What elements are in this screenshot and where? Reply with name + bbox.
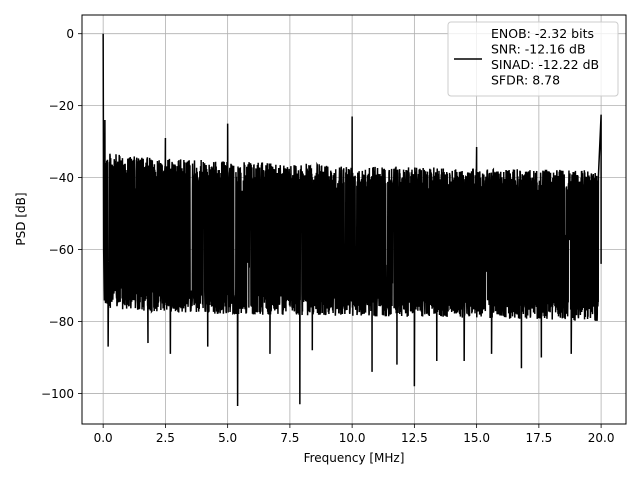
legend-line-enob: ENOB: -2.32 bits [491, 26, 594, 41]
y-tick-label: −60 [49, 243, 74, 257]
legend-line-snr: SNR: -12.16 dB [491, 42, 586, 57]
y-tick-label: −40 [49, 171, 74, 185]
x-tick-label: 10.0 [339, 431, 366, 445]
x-tick-label: 12.5 [401, 431, 428, 445]
x-tick-label: 15.0 [463, 431, 490, 445]
x-tick-label: 17.5 [526, 431, 553, 445]
plot-area-frame [81, 14, 627, 425]
x-axis-label: Frequency [MHz] [304, 451, 405, 465]
legend: ENOB: -2.32 bits SNR: -12.16 dB SINAD: -… [447, 21, 619, 97]
x-tick-label: 7.5 [280, 431, 299, 445]
psd-series-line [102, 33, 602, 407]
legend-line-sinad: SINAD: -12.22 dB [491, 57, 599, 72]
y-tick-label: 0 [66, 27, 74, 41]
legend-line-sfdr: SFDR: 8.78 [491, 73, 560, 88]
y-axis-label: PSD [dB] [14, 192, 28, 245]
legend-box [447, 21, 619, 97]
x-tick-label: 20.0 [588, 431, 615, 445]
x-tick-label: 5.0 [218, 431, 237, 445]
x-tick-label: 2.5 [156, 431, 175, 445]
x-ticks: 0.0 2.5 5.0 7.5 10.0 12.5 15.0 17.5 20.0 [94, 424, 615, 445]
series-layer [102, 33, 602, 407]
y-tick-label: −100 [41, 387, 74, 401]
legend-text: ENOB: -2.32 bits SNR: -12.16 dB SINAD: -… [491, 26, 603, 88]
y-tick-label: −20 [49, 99, 74, 113]
y-ticks: 0 −20 −40 −60 −80 −100 [41, 27, 82, 401]
x-tick-label: 0.0 [94, 431, 113, 445]
y-tick-label: −80 [49, 315, 74, 329]
